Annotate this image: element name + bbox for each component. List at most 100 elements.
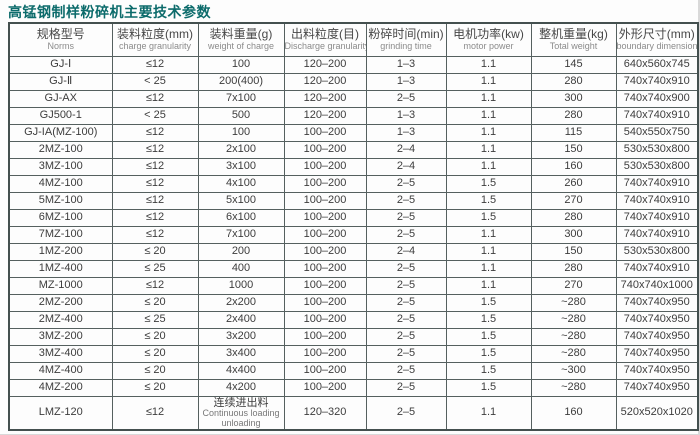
column-header-en: grinding time — [380, 41, 432, 52]
table-cell: 1.5 — [445, 191, 532, 210]
table-cell: 1.5 — [445, 310, 532, 329]
table-cell: 1.1 — [445, 106, 532, 125]
table-cell: 1–3 — [365, 72, 447, 91]
table-row: 6MZ-100 ≤12 6x100 100–200 2–5 1.5 280 740x740x9… — [8, 208, 699, 227]
table-cell: 100–200 — [283, 123, 367, 142]
table-cell: 280 — [530, 106, 617, 125]
table-cell: ≤ 25 — [111, 259, 199, 278]
table-cell: 1.1 — [445, 140, 532, 159]
table-cell: ≤12 — [111, 225, 199, 244]
table-cell: 1.1 — [445, 225, 532, 244]
table-cell: 2–4 — [365, 140, 447, 159]
table-cell: 2–5 — [365, 361, 447, 380]
table-cell: 100–200 — [283, 157, 367, 176]
table-cell: 150 — [530, 242, 617, 261]
table-cell-en: Continuous loading unloading — [202, 408, 280, 429]
table-cell: ≤ 20 — [111, 293, 199, 312]
table-cell: 740x740x910 — [615, 72, 699, 91]
table-cell: 1.1 — [445, 89, 532, 108]
table-cell: 740x740x950 — [615, 378, 699, 397]
column-header-8: 外形尺寸(mm) boundary dimension — [615, 22, 699, 57]
table-cell: 4MZ-400 — [8, 361, 113, 380]
table-cell: 1.5 — [445, 378, 532, 397]
table-cell: 2–4 — [365, 157, 447, 176]
table-cell: ~280 — [530, 293, 617, 312]
table-row: 3MZ-400 ≤ 20 3x400 100–200 2–5 1.5 ~280 740x740… — [8, 344, 699, 363]
table-cell: 1MZ-200 — [8, 242, 113, 261]
table-cell: 120–200 — [283, 106, 367, 125]
table-cell: 260 — [530, 174, 617, 193]
table-cell: 740x740x1000 — [615, 276, 699, 295]
table-cell: 6x100 — [197, 208, 285, 227]
table-cell: 2–5 — [365, 191, 447, 210]
table-cell: 280 — [530, 72, 617, 91]
table-cell: 740x740x950 — [615, 310, 699, 329]
table-row: GJ-IA(MZ-100) ≤12 100 100–200 1–3 1.1 115 540x5… — [8, 123, 699, 142]
table-cell: 1.1 — [445, 395, 532, 431]
table-cell: 100–200 — [283, 293, 367, 312]
table-cell: 400 — [197, 259, 285, 278]
table-cell: 740x740x950 — [615, 327, 699, 346]
table-cell: 640x560x745 — [615, 55, 699, 74]
table-cell: 120–200 — [283, 89, 367, 108]
table-cell: 100–200 — [283, 378, 367, 397]
table-cell: 1.1 — [445, 242, 532, 261]
table-cell: 2MZ-100 — [8, 140, 113, 159]
table-cell: GJ-AX — [8, 89, 113, 108]
table-cell: 1MZ-400 — [8, 259, 113, 278]
table-cell: 200(400) — [197, 72, 285, 91]
table-cell: 2–5 — [365, 225, 447, 244]
table-cell: 100–200 — [283, 242, 367, 261]
table-cell: 1000 — [197, 276, 285, 295]
table-cell: 100–200 — [283, 310, 367, 329]
table-cell: 200 — [197, 242, 285, 261]
table-cell: 7x100 — [197, 225, 285, 244]
specs-table: 规格型号 Norms 装料粒度(mm) charge granularity 装料重量(… — [8, 22, 699, 431]
table-cell: 740x740x950 — [615, 293, 699, 312]
table-cell: 100–200 — [283, 276, 367, 295]
column-header-en: Total weight — [549, 41, 598, 52]
table-cell: 1.5 — [445, 208, 532, 227]
table-cell: ≤ 20 — [111, 361, 199, 380]
table-row: 2MZ-200 ≤ 20 2x200 100–200 2–5 1.5 ~280 740x740… — [8, 293, 699, 312]
table-row: 3MZ-200 ≤ 20 3x200 100–200 2–5 1.5 ~280 740x740… — [8, 327, 699, 346]
table-cell: 100–200 — [283, 259, 367, 278]
table-cell: 1.1 — [445, 123, 532, 142]
column-header-zh: 出料粒度(目) — [291, 27, 359, 42]
table-cell: ≤12 — [111, 276, 199, 295]
table-cell: 740x740x910 — [615, 259, 699, 278]
table-cell: 520x520x1020 — [615, 395, 699, 431]
table-cell: 740x740x910 — [615, 106, 699, 125]
table-cell: ≤ 20 — [111, 378, 199, 397]
column-header-zh: 整机重量(kg) — [539, 27, 608, 42]
column-header-en: charge granularity — [118, 41, 192, 52]
table-cell: 100–200 — [283, 174, 367, 193]
table-cell: < 25 — [111, 106, 199, 125]
table-cell: 2–5 — [365, 395, 447, 431]
table-cell: 2–5 — [365, 327, 447, 346]
table-cell: 1.5 — [445, 293, 532, 312]
table-cell: ≤12 — [111, 157, 199, 176]
table-row: 4MZ-200 ≤ 20 4x200 100–200 2–5 1.5 ~280 740x740… — [8, 378, 699, 397]
table-cell: ≤12 — [111, 89, 199, 108]
table-cell: MZ-1000 — [8, 276, 113, 295]
column-header-zh: 装料粒度(mm) — [117, 27, 193, 42]
table-cell: 4MZ-100 — [8, 174, 113, 193]
table-row: 3MZ-100 ≤12 3x100 100–200 2–4 1.1 160 530x530x8… — [8, 157, 699, 176]
table-cell: ~280 — [530, 310, 617, 329]
table-row: 4MZ-400 ≤ 20 4x400 100–200 2–5 1.5 ~300 740x740… — [8, 361, 699, 380]
column-header-en: boundary dimension — [616, 41, 698, 52]
table-row: 2MZ-400 ≤ 25 2x400 100–200 2–5 1.5 ~280 740x740… — [8, 310, 699, 329]
table-cell: ≤12 — [111, 55, 199, 74]
table-cell: 100–200 — [283, 140, 367, 159]
table-cell: ≤ 25 — [111, 310, 199, 329]
table-cell: 3MZ-100 — [8, 157, 113, 176]
table-cell: 6MZ-100 — [8, 208, 113, 227]
table-cell: 100 — [197, 55, 285, 74]
table-cell: 3MZ-400 — [8, 344, 113, 363]
table-cell: 100–200 — [283, 225, 367, 244]
table-cell: GJ-Ⅱ — [8, 72, 113, 91]
table-cell: 145 — [530, 55, 617, 74]
table-cell: < 25 — [111, 72, 199, 91]
column-header-zh: 规格型号 — [36, 27, 85, 42]
